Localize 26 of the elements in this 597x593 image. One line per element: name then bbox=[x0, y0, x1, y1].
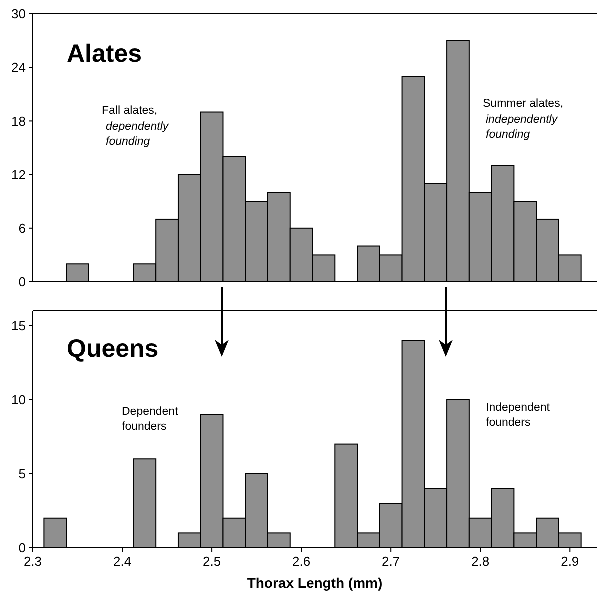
annotation: Summer alates, bbox=[483, 98, 564, 110]
y-tick-label: 5 bbox=[18, 466, 26, 482]
y-tick-label: 18 bbox=[12, 114, 26, 129]
annotation: Fall alates, bbox=[102, 105, 158, 117]
y-tick-label: 15 bbox=[12, 318, 26, 334]
y-tick-label: 24 bbox=[12, 60, 26, 76]
y-tick-label: 0 bbox=[18, 540, 26, 556]
y-tick-label: 12 bbox=[12, 167, 26, 182]
y-tick-label: 30 bbox=[12, 6, 26, 22]
x-tick-label: 2.3 bbox=[24, 554, 42, 569]
annotation: dependently founding bbox=[106, 121, 170, 148]
x-tick-label: 2.4 bbox=[113, 554, 132, 569]
x-tick-label: 2.5 bbox=[203, 554, 222, 569]
y-tick-label: 6 bbox=[18, 220, 26, 236]
annotation: Independent founders bbox=[486, 402, 551, 429]
y-tick-label: 10 bbox=[12, 392, 26, 408]
annotation: independently founding bbox=[486, 114, 559, 141]
text: Queens bbox=[67, 335, 159, 363]
text: Alates bbox=[67, 40, 142, 68]
y-tick-label: 0 bbox=[18, 274, 26, 290]
x-axis-title: Thorax Length (mm) bbox=[247, 575, 383, 591]
annotation: Dependent founders bbox=[122, 406, 180, 433]
x-tick-label: 2.9 bbox=[561, 554, 580, 569]
x-tick-label: 2.8 bbox=[472, 554, 490, 569]
x-tick-label: 2.7 bbox=[382, 554, 400, 569]
x-tick-label: 2.6 bbox=[292, 554, 311, 569]
